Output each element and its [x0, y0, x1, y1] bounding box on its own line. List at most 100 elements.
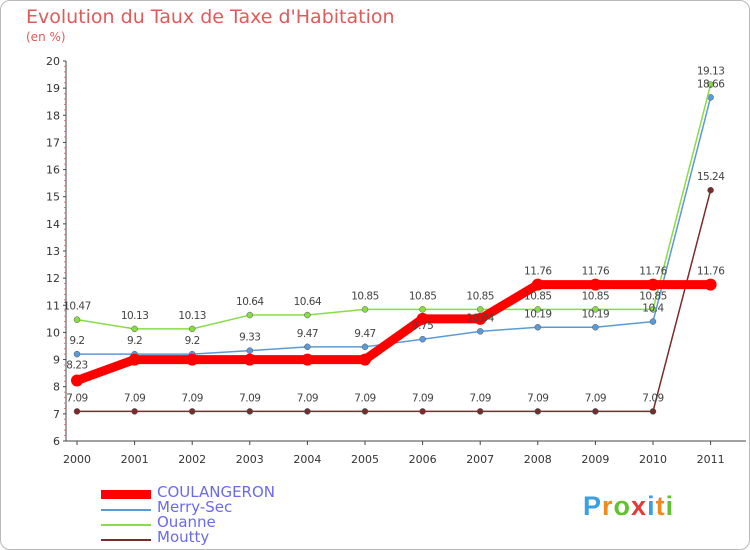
- data-point: [246, 408, 254, 415]
- data-point: [246, 311, 254, 319]
- x-tick-label: 2010: [639, 453, 667, 466]
- data-point: [534, 306, 542, 313]
- data-point: [419, 408, 426, 415]
- y-tick-label: 7: [53, 408, 60, 421]
- y-tick-label: 18: [46, 109, 60, 122]
- data-label: 7.09: [66, 392, 87, 404]
- y-tick-label: 15: [46, 191, 60, 204]
- data-point: [304, 311, 311, 319]
- data-label: 10.13: [121, 310, 149, 322]
- legend-label: Ouanne: [157, 513, 216, 531]
- data-point: [476, 306, 484, 313]
- x-tick-label: 2003: [236, 453, 264, 466]
- data-point: [531, 278, 544, 291]
- data-label: 11.76: [639, 266, 667, 278]
- data-point: [188, 408, 196, 415]
- data-point: [188, 325, 196, 333]
- data-point: [186, 353, 199, 366]
- x-tick-label: 2005: [351, 453, 379, 466]
- logo-letter: r: [602, 491, 614, 521]
- data-label: 9.2: [185, 335, 200, 347]
- data-label: 7.09: [124, 392, 145, 404]
- logo-letter: i: [665, 491, 675, 521]
- data-point: [592, 408, 599, 415]
- data-label: 10.85: [351, 290, 379, 302]
- data-label: 7.09: [354, 392, 375, 404]
- data-label: 11.76: [697, 266, 725, 278]
- data-point: [592, 324, 599, 331]
- x-tick-label: 2000: [63, 453, 91, 466]
- data-point: [419, 306, 426, 313]
- data-label: 11.76: [524, 266, 552, 278]
- data-point: [474, 312, 487, 325]
- data-label: 10.85: [466, 290, 494, 302]
- y-tick-label: 14: [46, 218, 60, 231]
- data-point: [131, 325, 138, 333]
- logo-letter: t: [655, 491, 666, 521]
- data-label: 10.04: [466, 312, 494, 324]
- y-tick-label: 9: [53, 354, 60, 367]
- data-point: [649, 306, 657, 313]
- data-label: 10.19: [524, 308, 552, 320]
- data-point: [534, 324, 542, 331]
- data-point: [476, 408, 484, 415]
- data-point: [361, 408, 369, 415]
- data-point: [416, 312, 429, 325]
- data-point: [534, 408, 542, 415]
- data-label: 7.09: [470, 392, 491, 404]
- data-point: [301, 353, 314, 366]
- y-tick-label: 8: [53, 381, 60, 394]
- y-tick-label: 11: [46, 299, 60, 312]
- x-tick-label: 2006: [409, 453, 437, 466]
- data-label: 10.64: [236, 296, 264, 308]
- series-line-ouanne: [76, 83, 712, 330]
- data-point: [73, 350, 81, 358]
- x-tick-label: 2009: [581, 453, 609, 466]
- data-point: [589, 278, 602, 291]
- data-label: 7.09: [297, 392, 318, 404]
- logo-letter: P: [583, 491, 603, 521]
- legend-item: COULANGERON: [101, 483, 361, 502]
- data-point: [592, 306, 599, 313]
- data-point: [707, 81, 714, 88]
- x-tick-label: 2001: [121, 453, 149, 466]
- y-tick-label: 16: [46, 164, 60, 177]
- data-label: 15.24: [697, 171, 725, 183]
- legend-swatch: [101, 539, 151, 541]
- data-point: [707, 186, 714, 194]
- data-point: [304, 408, 311, 415]
- legend-swatch: [101, 509, 151, 511]
- y-tick-label: 19: [46, 82, 60, 95]
- data-point: [243, 353, 256, 366]
- chart-subtitle: (en %): [26, 30, 66, 44]
- x-tick-label: 2004: [293, 453, 321, 466]
- x-tick-label: 2002: [178, 453, 206, 466]
- data-label: 9.75: [412, 320, 433, 332]
- proxiti-logo: Proxiti: [583, 491, 674, 522]
- series-line-moutty: [76, 189, 712, 413]
- y-tick-label: 12: [46, 272, 60, 285]
- data-point: [304, 343, 311, 351]
- data-point: [73, 316, 81, 323]
- data-label: 8.23: [66, 359, 87, 371]
- logo-letter: x: [631, 491, 648, 521]
- legend-item: Ouanne: [101, 513, 361, 532]
- data-point: [649, 408, 657, 415]
- data-point: [476, 328, 484, 335]
- data-label: 7.09: [585, 392, 606, 404]
- data-label: 9.2: [69, 335, 84, 347]
- data-point: [71, 374, 83, 387]
- legend-item: Moutty: [101, 528, 361, 547]
- data-label: 9.2: [127, 335, 142, 347]
- y-tick-label: 17: [46, 136, 60, 149]
- data-label: 7.09: [182, 392, 203, 404]
- data-label: 7.09: [412, 392, 433, 404]
- logo-letter: i: [647, 491, 656, 521]
- legend-label: COULANGERON: [157, 483, 275, 501]
- data-point: [704, 278, 717, 291]
- series-line-coulangeron: [72, 280, 716, 385]
- series-line-merry-sec: [76, 96, 712, 355]
- data-label: 10.85: [409, 290, 437, 302]
